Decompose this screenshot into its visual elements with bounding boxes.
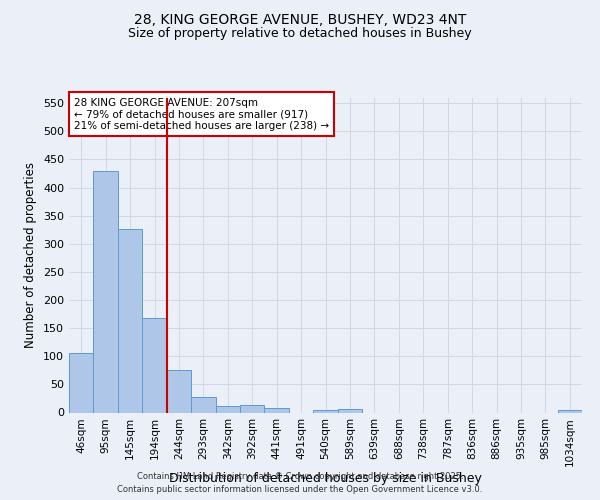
Bar xyxy=(118,228,142,412)
Bar xyxy=(215,406,240,412)
X-axis label: Distribution of detached houses by size in Bushey: Distribution of detached houses by size … xyxy=(169,472,482,484)
Bar xyxy=(69,354,94,412)
Text: Contains public sector information licensed under the Open Government Licence v3: Contains public sector information licen… xyxy=(118,485,482,494)
Bar xyxy=(167,370,191,412)
Text: 28, KING GEORGE AVENUE, BUSHEY, WD23 4NT: 28, KING GEORGE AVENUE, BUSHEY, WD23 4NT xyxy=(134,12,466,26)
Bar xyxy=(313,410,338,412)
Y-axis label: Number of detached properties: Number of detached properties xyxy=(25,162,37,348)
Bar xyxy=(142,318,167,412)
Text: Contains HM Land Registry data © Crown copyright and database right 2025.: Contains HM Land Registry data © Crown c… xyxy=(137,472,463,481)
Bar xyxy=(557,410,582,412)
Bar xyxy=(240,405,265,412)
Bar xyxy=(94,170,118,412)
Bar xyxy=(265,408,289,412)
Bar xyxy=(191,397,215,412)
Bar xyxy=(338,409,362,412)
Text: 28 KING GEORGE AVENUE: 207sqm
← 79% of detached houses are smaller (917)
21% of : 28 KING GEORGE AVENUE: 207sqm ← 79% of d… xyxy=(74,98,329,130)
Text: Size of property relative to detached houses in Bushey: Size of property relative to detached ho… xyxy=(128,28,472,40)
